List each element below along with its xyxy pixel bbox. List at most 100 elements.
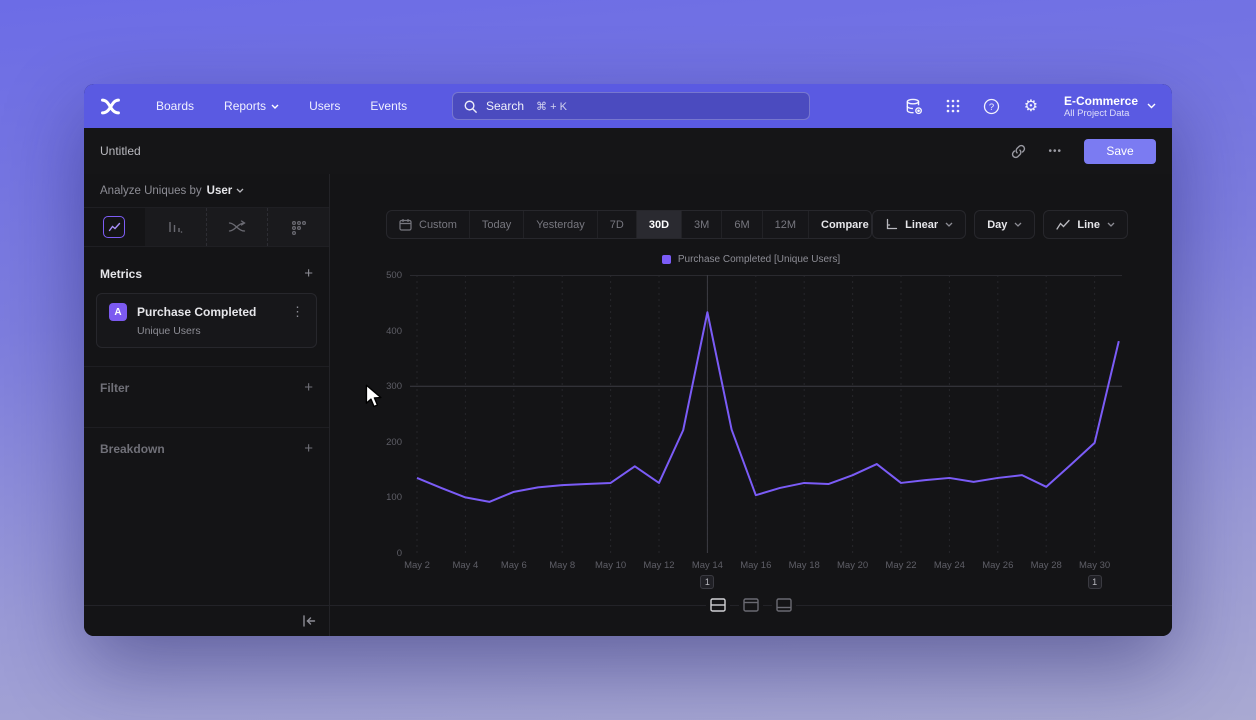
nav-item-events[interactable]: Events [370, 99, 408, 113]
nav-item-reports-label: Reports [224, 99, 267, 113]
flows-icon [228, 220, 246, 232]
query-sidebar: Analyze Uniques by User [84, 174, 330, 636]
view-layout-toggles [706, 595, 796, 615]
chevron-down-icon [1147, 103, 1156, 109]
range-today-button[interactable]: Today [468, 211, 523, 238]
mixpanel-logo-icon[interactable] [100, 98, 122, 115]
annotation-chip[interactable]: 1 [700, 575, 715, 589]
x-axis-tick: May 2 [404, 560, 430, 571]
chart-type-dropdown[interactable]: Line [1043, 210, 1128, 239]
add-metric-button[interactable]: + [304, 265, 313, 282]
range-6m-label: 6M [734, 218, 750, 231]
tab-retention[interactable] [267, 208, 329, 246]
chevron-down-icon [1107, 222, 1115, 227]
nav-item-boards[interactable]: Boards [156, 99, 195, 113]
report-title[interactable]: Untitled [100, 144, 141, 158]
add-filter-button[interactable]: + [304, 379, 313, 396]
legend-label: Purchase Completed [Unique Users] [677, 254, 841, 265]
x-axis-tick: May 14 [691, 560, 723, 571]
filter-title: Filter [100, 381, 130, 395]
apps-grid-icon[interactable] [943, 96, 963, 116]
x-axis-tick: May 16 [740, 560, 772, 571]
interval-dropdown[interactable]: Day [974, 210, 1036, 239]
series-line[interactable] [416, 311, 1120, 503]
date-range-group: Custom Today Yesterday 7D 30D 3M 6M 12M … [386, 210, 873, 239]
metric-options-button[interactable]: ⋮ [291, 304, 304, 319]
tab-insights[interactable] [84, 208, 145, 246]
chevron-down-icon [236, 188, 244, 193]
tab-funnels[interactable] [144, 208, 206, 246]
range-6m-button[interactable]: 6M [721, 211, 761, 238]
data-management-icon[interactable] [904, 96, 924, 116]
more-options-button[interactable]: ••• [1048, 145, 1062, 157]
compare-label: Compare [821, 218, 869, 231]
compare-button[interactable]: Compare [808, 211, 871, 238]
chart-only-toggle[interactable] [739, 595, 763, 615]
range-30d-button[interactable]: 30D [635, 211, 682, 238]
report-body: Analyze Uniques by User [84, 174, 1172, 636]
retention-dots-icon [291, 220, 306, 235]
x-axis-tick: May 8 [549, 560, 576, 571]
filter-section: Filter + [84, 366, 329, 409]
chevron-down-icon [271, 104, 279, 109]
nav-right: ? ⚙ E-Commerce All Project Data [904, 94, 1156, 119]
range-3m-button[interactable]: 3M [681, 211, 721, 238]
save-button[interactable]: Save [1084, 138, 1156, 164]
annotation-chip[interactable]: 1 [1087, 575, 1102, 589]
y-axis-tick: 200 [386, 436, 402, 448]
range-3m-label: 3M [694, 218, 710, 231]
settings-gear-icon[interactable]: ⚙ [1023, 98, 1039, 115]
breakdown-title: Breakdown [100, 442, 165, 456]
y-axis-tick: 0 [396, 548, 402, 559]
range-yesterday-button[interactable]: Yesterday [523, 211, 597, 238]
chart-legend[interactable]: Purchase Completed [Unique Users] [330, 254, 1172, 265]
range-today-label: Today [481, 218, 512, 231]
search-icon [464, 100, 478, 113]
help-icon[interactable]: ? [982, 96, 1002, 116]
metric-card[interactable]: A Purchase Completed ⋮ Unique Users [96, 293, 317, 348]
chart-controls: Custom Today Yesterday 7D 30D 3M 6M 12M … [386, 210, 1128, 239]
range-12m-button[interactable]: 12M [761, 211, 808, 238]
report-actions: ••• Save [1011, 138, 1156, 164]
interval-label: Day [987, 218, 1008, 231]
x-axis-tick: May 30 [1079, 560, 1111, 571]
metric-event-name: Purchase Completed [137, 305, 257, 319]
metric-measurement[interactable]: Unique Users [137, 325, 201, 337]
share-link-icon[interactable] [1011, 144, 1026, 159]
range-custom-label: Custom [419, 218, 457, 231]
range-7d-label: 7D [609, 218, 624, 231]
collapse-sidebar-icon[interactable] [302, 615, 316, 627]
analyze-prefix: Analyze Uniques by [100, 184, 202, 197]
project-selector[interactable]: E-Commerce All Project Data [1064, 94, 1156, 119]
analyze-unit-dropdown[interactable]: User [207, 185, 245, 197]
x-axis-tick: May 26 [982, 560, 1014, 571]
range-custom-button[interactable]: Custom [387, 211, 469, 238]
table-only-toggle[interactable] [772, 595, 796, 615]
range-12m-label: 12M [774, 218, 797, 231]
metrics-title: Metrics [100, 267, 143, 281]
analyze-unit-value: User [206, 184, 233, 197]
range-7d-button[interactable]: 7D [596, 211, 636, 238]
nav-item-reports[interactable]: Reports [224, 99, 279, 113]
y-axis-tick: 500 [386, 270, 402, 281]
range-yesterday-label: Yesterday [536, 218, 585, 231]
range-30d-label: 30D [648, 218, 670, 231]
tab-flows[interactable] [205, 208, 268, 246]
add-breakdown-button[interactable]: + [304, 440, 313, 457]
report-header: Untitled ••• Save [84, 128, 1172, 174]
legend-swatch [661, 255, 671, 264]
split-view-toggle[interactable] [706, 595, 730, 615]
y-axis-tick: 300 [386, 381, 402, 393]
search-shortcut: ⌘ + K [536, 100, 567, 113]
metric-card-top: A Purchase Completed ⋮ [109, 303, 304, 321]
app-window: Boards Reports Users Events Search ⌘ + K [84, 84, 1172, 636]
top-nav: Boards Reports Users Events Search ⌘ + K [84, 84, 1172, 128]
calendar-icon [399, 219, 412, 231]
line-chart-icon [1056, 219, 1071, 230]
search-input[interactable]: Search ⌘ + K [452, 92, 810, 120]
nav-item-users[interactable]: Users [309, 99, 341, 113]
chart-plot[interactable]: 0 100 200 300 400 500 May 2 May 4 May 6 May 8 May … [386, 270, 1122, 589]
insights-chart-icon [103, 216, 126, 238]
scale-dropdown[interactable]: Linear [872, 210, 967, 239]
x-axis-tick: May 4 [452, 560, 479, 571]
